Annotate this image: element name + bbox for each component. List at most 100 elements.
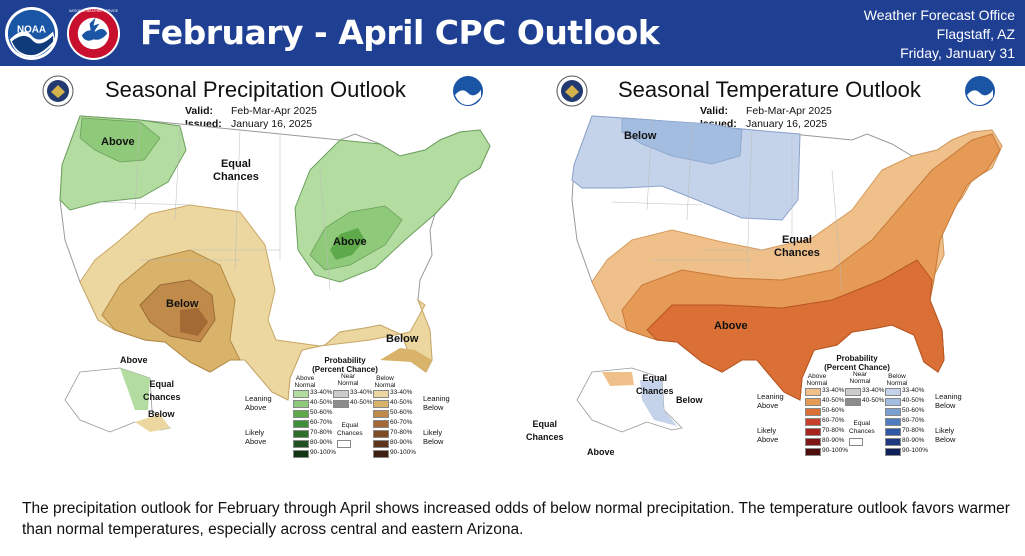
precip-label-ak-above: Above (120, 355, 148, 365)
precip-label-equal: Equal Chances (213, 158, 259, 183)
precip-valid-value: Feb-Mar-Apr 2025 (231, 105, 317, 117)
precip-legend-near-range: 33-40% (350, 389, 373, 396)
precip-legend-col-above: Above Normal (294, 375, 316, 389)
precip-alaska-above (120, 368, 150, 410)
caption-text: The precipitation outlook for February t… (22, 500, 1010, 538)
precip-legend-near-range: 40-50% (350, 399, 373, 406)
temp-legend-above-swatch (805, 418, 821, 426)
precip-legend-above-swatch (293, 440, 309, 448)
temp-label-ak-below: Below (676, 395, 703, 405)
temp-label-ak-equal2: Equal Chances (526, 419, 564, 442)
precip-legend-below-range: 50-60% (390, 409, 413, 416)
precip-legend-equal: Equal Chances (337, 422, 363, 437)
temp-legend-above-range: 90-100% (822, 447, 849, 454)
precip-legend-near-swatch (333, 400, 349, 408)
precip-map (59, 115, 491, 433)
precip-legend-likely-below: Likely Below (423, 428, 444, 446)
temp-legend-near-range: 40-50% (862, 397, 885, 404)
noaa-logo: NOAA (4, 6, 59, 61)
precip-legend-below-swatch (373, 390, 389, 398)
noaa-small-icon (453, 76, 483, 106)
precip-panel: Seasonal Precipitation Outlook Valid: Feb… (0, 70, 510, 480)
precip-below-fl (380, 348, 432, 372)
office-location: Flagstaff, AZ (936, 26, 1015, 42)
precip-legend-above-range: 33-40% (310, 389, 333, 396)
precip-legend-above-swatch (293, 420, 309, 428)
precip-legend-above-swatch (293, 400, 309, 408)
temp-legend-below-swatch (885, 408, 901, 416)
temp-legend-above-swatch (805, 388, 821, 396)
temp-valid-value: Feb-Mar-Apr 2025 (746, 105, 832, 117)
temp-issued-value: January 16, 2025 (746, 118, 828, 130)
precip-legend-above-swatch (293, 410, 309, 418)
precip-meta: Valid: Feb-Mar-Apr 2025 Issued: January 16… (185, 105, 317, 131)
state-lines (611, 119, 843, 291)
temp-label-ak-equal1: Equal Chances (636, 373, 674, 396)
precip-legend-below-swatch (373, 420, 389, 428)
temp-legend-below-range: 50-60% (902, 407, 925, 414)
temp-legend-above-range: 33-40% (822, 387, 845, 394)
temp-legend-below-swatch (885, 448, 901, 456)
temp-legend-above-swatch (805, 438, 821, 446)
precip-legend-above-range: 50-60% (310, 409, 333, 416)
precip-legend-leaning-below: Leaning Below (423, 394, 450, 412)
state-lines (99, 119, 331, 291)
precip-legend-below-swatch (373, 410, 389, 418)
temp-legend-equal-swatch (849, 438, 863, 446)
precip-above-nw-core (79, 117, 161, 163)
temp-legend-below-swatch (885, 418, 901, 426)
precip-legend-likely-above: Likely Above (245, 428, 267, 446)
precip-title: Seasonal Precipitation Outlook (105, 77, 406, 102)
temp-legend-near-swatch (845, 388, 861, 396)
nws-logo-text: NATIONAL WEATHER SERVICE (69, 9, 119, 13)
precip-legend-below-range: 70-80% (390, 429, 413, 436)
precip-label-ak-below: Below (148, 409, 175, 419)
precip-legend-below-range: 90-100% (390, 449, 417, 456)
precip-above-ohio-core (330, 228, 365, 260)
precip-legend: Probability (Percent Chance) Above Norma… (245, 356, 450, 466)
noaa-logo-text: NOAA (17, 25, 46, 36)
noaa-small-icon (965, 76, 995, 106)
precip-legend-below-range: 80-90% (390, 439, 413, 446)
office-info: Weather Forecast Office Flagstaff, AZ Fr… (864, 6, 1015, 63)
precip-legend-col-below: Below Normal (374, 375, 396, 389)
temp-legend-near-range: 33-40% (862, 387, 885, 394)
precip-label-ak-equal: Equal Chances (143, 379, 181, 402)
precip-valid-label: Valid: (185, 105, 214, 117)
precip-legend-near-swatch (333, 390, 349, 398)
temp-map (571, 115, 1003, 433)
temp-legend-below-range: 70-80% (902, 427, 925, 434)
precip-legend-above-range: 80-90% (310, 439, 333, 446)
temp-legend-above-swatch (805, 448, 821, 456)
temp-above-core (646, 259, 945, 401)
header-banner: NOAA NATIONAL WEATHER SERVICE February -… (0, 0, 1025, 66)
precip-legend-below-range: 60-70% (390, 419, 413, 426)
temp-title: Seasonal Temperature Outlook (618, 77, 921, 102)
precip-issued-value: January 16, 2025 (231, 118, 313, 130)
temp-legend-leaning-above: Leaning Above (757, 392, 784, 410)
doc-seal-icon (556, 75, 588, 107)
precip-legend-above-range: 70-80% (310, 429, 333, 436)
temp-legend-above-range: 80-90% (822, 437, 845, 444)
temp-legend-above-range: 50-60% (822, 407, 845, 414)
precip-label-below-sw: Below (166, 298, 199, 310)
temp-label-ak-above: Above (587, 447, 615, 457)
temp-legend-below-range: 80-90% (902, 437, 925, 444)
precip-legend-below-swatch (373, 400, 389, 408)
temp-label-below-n: Below (624, 130, 657, 142)
precip-legend-leaning-above: Leaning Above (245, 394, 272, 412)
doc-seal-icon (42, 75, 74, 107)
precip-legend-equal-swatch (337, 440, 351, 448)
temp-legend-above-swatch (805, 408, 821, 416)
precip-legend-above-swatch (293, 430, 309, 438)
temp-below-n (571, 115, 801, 221)
precip-legend-above-swatch (293, 450, 309, 458)
temp-legend-equal: Equal Chances (849, 420, 875, 435)
precip-label-above-nw: Above (101, 136, 135, 148)
temp-legend-near-swatch (845, 398, 861, 406)
office-name: Weather Forecast Office (863, 7, 1015, 23)
precip-legend-below-swatch (373, 430, 389, 438)
precip-legend-below-swatch (373, 450, 389, 458)
precip-legend-below-swatch (373, 440, 389, 448)
temp-legend-above-range: 40-50% (822, 397, 845, 404)
